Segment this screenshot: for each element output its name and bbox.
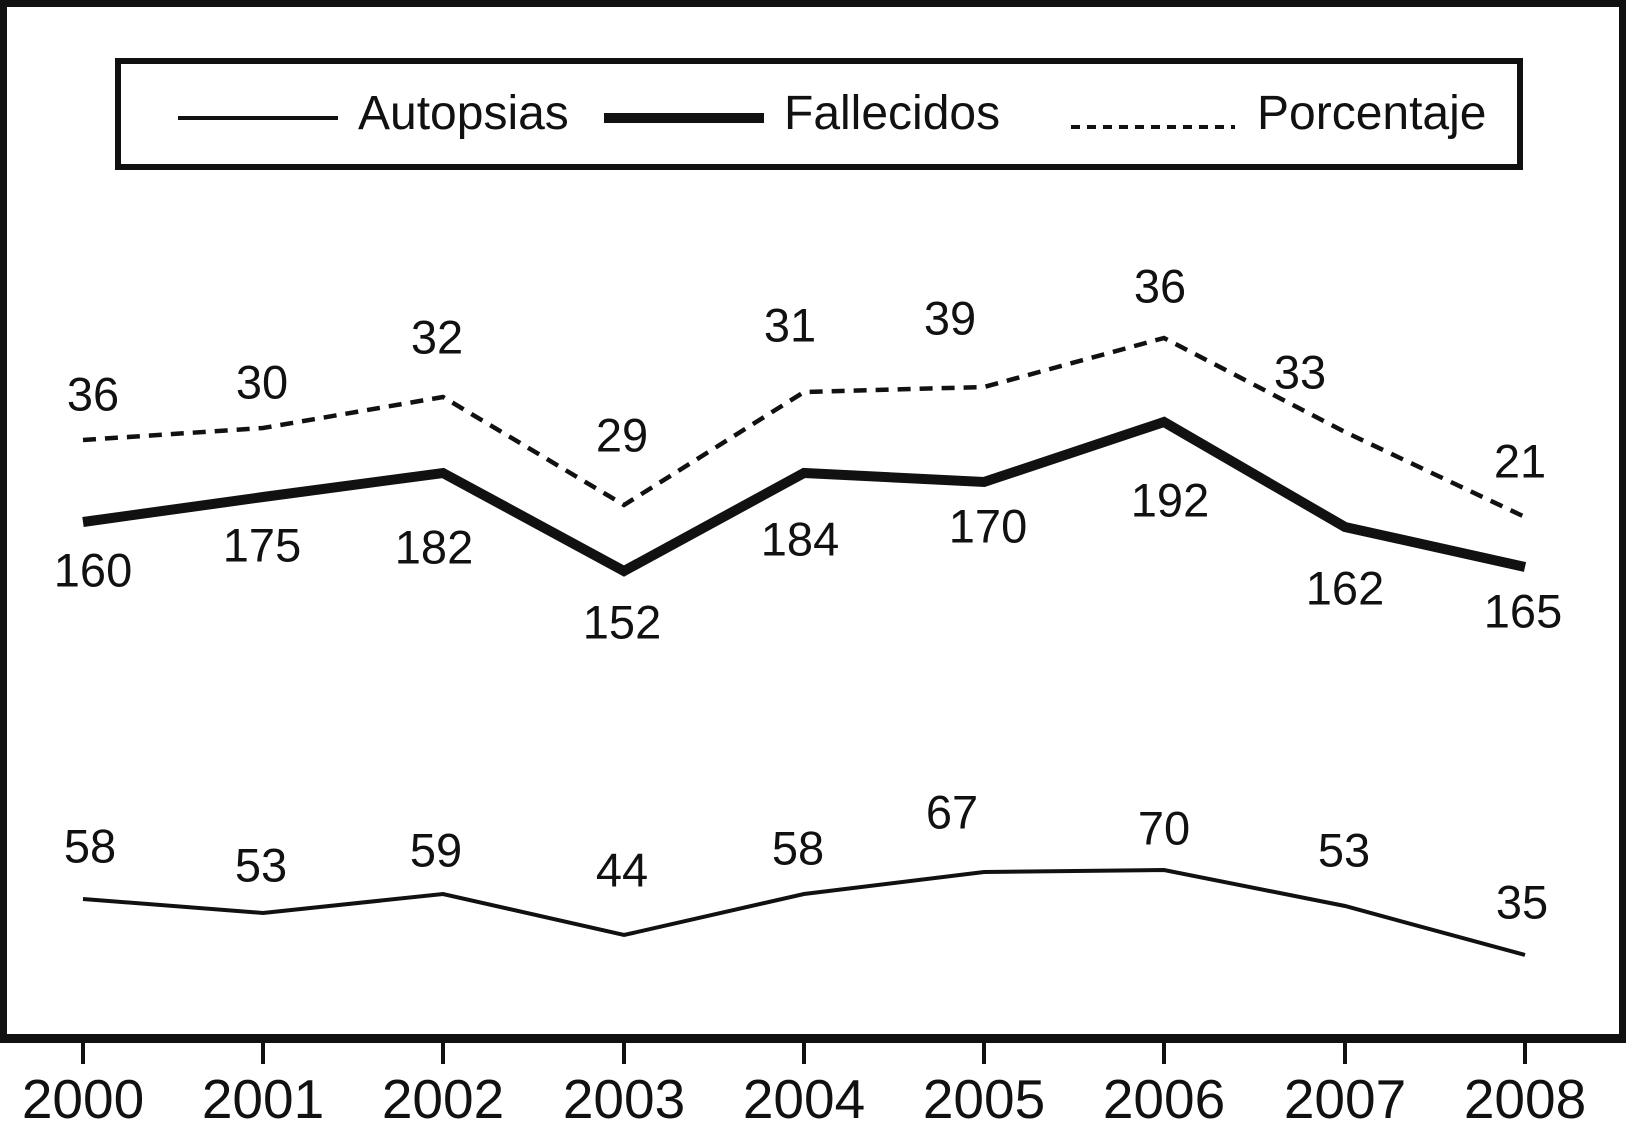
data-label-autopsias-2007: 53: [1317, 823, 1371, 877]
x-axis-label-2005: 2005: [922, 1068, 1046, 1130]
x-axis-label-2003: 2003: [562, 1068, 686, 1130]
x-axis-label-2000: 2000: [21, 1068, 145, 1130]
data-label-fallecidos-2007: 162: [1305, 561, 1385, 615]
legend-label-autopsias: Autopsias: [358, 87, 569, 140]
x-tick-2000: [81, 1043, 85, 1064]
data-label-porcentaje-2000: 36: [66, 367, 120, 421]
x-tick-2003: [622, 1043, 626, 1064]
thin-line-sample-icon: [178, 116, 338, 120]
x-tick-2006: [1162, 1043, 1166, 1064]
data-label-autopsias-2001: 53: [234, 838, 288, 892]
data-label-fallecidos-2000: 160: [53, 543, 133, 597]
data-label-porcentaje-2004: 31: [763, 298, 817, 352]
porcentaje-line: [82, 335, 1526, 520]
legend: Autopsias Fallecidos Porcentaje: [115, 58, 1523, 170]
x-tick-2002: [441, 1043, 445, 1064]
x-axis-label-2006: 2006: [1102, 1068, 1226, 1130]
data-label-porcentaje-2003: 29: [595, 408, 649, 462]
data-label-autopsias-2006: 70: [1137, 801, 1191, 855]
x-axis-label-2002: 2002: [381, 1068, 505, 1130]
dashed-line-sample-icon: [1071, 116, 1235, 129]
data-label-autopsias-2003: 44: [595, 843, 649, 897]
x-axis-label-2008: 2008: [1463, 1068, 1587, 1130]
x-tick-2004: [802, 1043, 806, 1064]
data-label-autopsias-2005: 67: [925, 785, 979, 839]
autopsias-line: [82, 867, 1526, 957]
data-label-fallecidos-2002: 182: [394, 520, 474, 574]
data-label-fallecidos-2006: 192: [1130, 473, 1210, 527]
data-label-fallecidos-2008: 165: [1483, 584, 1563, 638]
data-label-autopsias-2004: 58: [771, 821, 825, 875]
data-label-fallecidos-2004: 184: [760, 512, 840, 566]
legend-label-fallecidos: Fallecidos: [784, 87, 1001, 140]
plot-frame: [0, 0, 1626, 1043]
data-label-porcentaje-2008: 21: [1493, 434, 1547, 488]
data-label-porcentaje-2001: 30: [235, 355, 289, 409]
data-label-fallecidos-2005: 170: [948, 499, 1028, 553]
fallecidos-line: [82, 416, 1527, 577]
thick-line-sample-icon: [604, 113, 764, 123]
x-axis-label-2001: 2001: [201, 1068, 325, 1130]
data-label-fallecidos-2003: 152: [582, 595, 662, 649]
data-label-autopsias-2008: 35: [1495, 875, 1549, 929]
data-label-porcentaje-2006: 36: [1133, 259, 1187, 313]
x-tick-2001: [261, 1043, 265, 1064]
x-tick-2007: [1343, 1043, 1347, 1064]
data-label-autopsias-2002: 59: [409, 823, 463, 877]
data-label-autopsias-2000: 58: [63, 819, 117, 873]
x-axis-label-2004: 2004: [742, 1068, 866, 1130]
x-tick-2008: [1523, 1043, 1527, 1064]
data-label-porcentaje-2002: 32: [410, 310, 464, 364]
x-tick-2005: [982, 1043, 986, 1064]
legend-label-porcentaje: Porcentaje: [1257, 87, 1487, 140]
data-label-porcentaje-2005: 39: [923, 291, 977, 345]
data-label-fallecidos-2001: 175: [222, 518, 302, 572]
x-axis-label-2007: 2007: [1283, 1068, 1407, 1130]
data-label-porcentaje-2007: 33: [1273, 345, 1327, 399]
